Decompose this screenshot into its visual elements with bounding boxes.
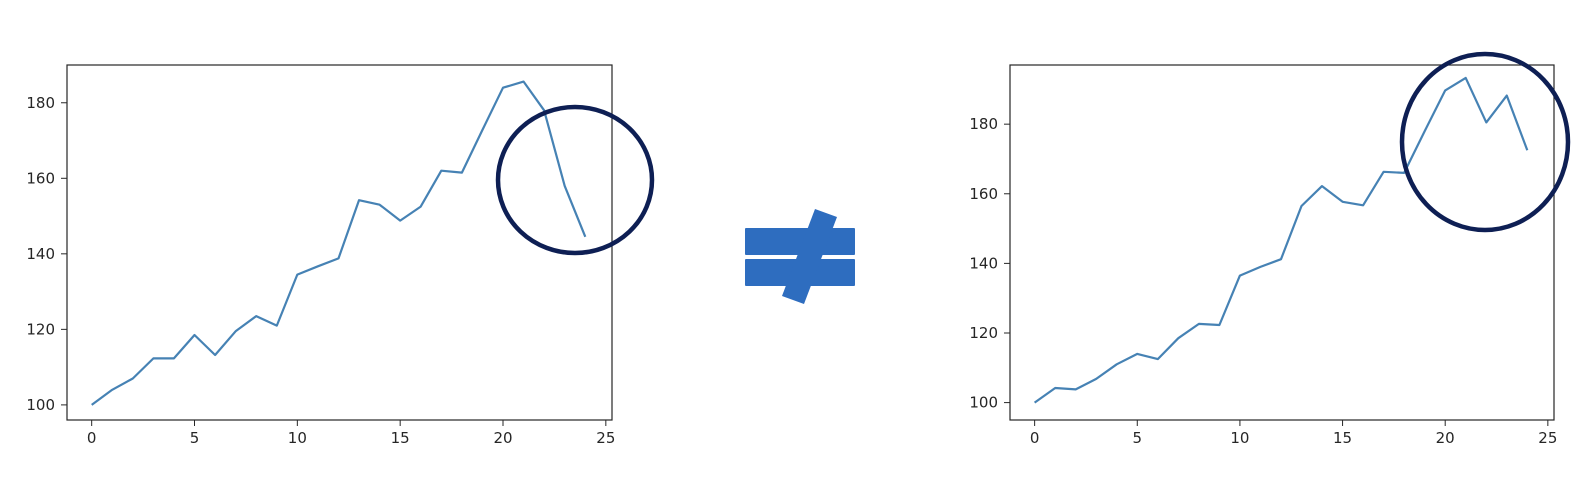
not-equal-stroke — [782, 209, 837, 304]
axes-frame — [1009, 64, 1555, 421]
x-tick-label: 5 — [1133, 429, 1143, 447]
x-tick-label: 15 — [391, 429, 410, 447]
x-tick-label: 20 — [1436, 429, 1455, 447]
y-tick-label: 160 — [26, 169, 55, 187]
highlight-circle — [1399, 51, 1571, 233]
y-tick-label: 100 — [26, 396, 55, 414]
x-tick-label: 20 — [493, 429, 512, 447]
series-line — [91, 80, 587, 406]
x-tick-label: 25 — [1538, 429, 1557, 447]
y-tick-label: 120 — [26, 320, 55, 338]
left-line-chart: 0 5 10 15 20 25 100 120 140 160 180 — [26, 64, 655, 447]
y-tick-label: 140 — [969, 254, 998, 272]
y-tick-label: 140 — [26, 245, 55, 263]
x-tick-label: 25 — [596, 429, 615, 447]
y-tick-label: 180 — [26, 94, 55, 112]
y-tick-label: 180 — [969, 115, 998, 133]
y-tick-label: 120 — [969, 324, 998, 342]
x-tick-label: 15 — [1333, 429, 1352, 447]
x-tick-label: 0 — [87, 429, 97, 447]
series-line — [1033, 76, 1529, 404]
x-tick-label: 10 — [1230, 429, 1249, 447]
right-line-chart: 0 5 10 15 20 25 100 120 140 160 180 — [969, 51, 1571, 447]
x-tick-label: 10 — [288, 429, 307, 447]
x-tick-label: 0 — [1030, 429, 1040, 447]
y-tick-label: 160 — [969, 185, 998, 203]
highlight-circle — [495, 104, 655, 256]
y-tick-label: 100 — [969, 394, 998, 412]
not-equal-icon — [745, 209, 855, 304]
x-tick-label: 5 — [190, 429, 200, 447]
